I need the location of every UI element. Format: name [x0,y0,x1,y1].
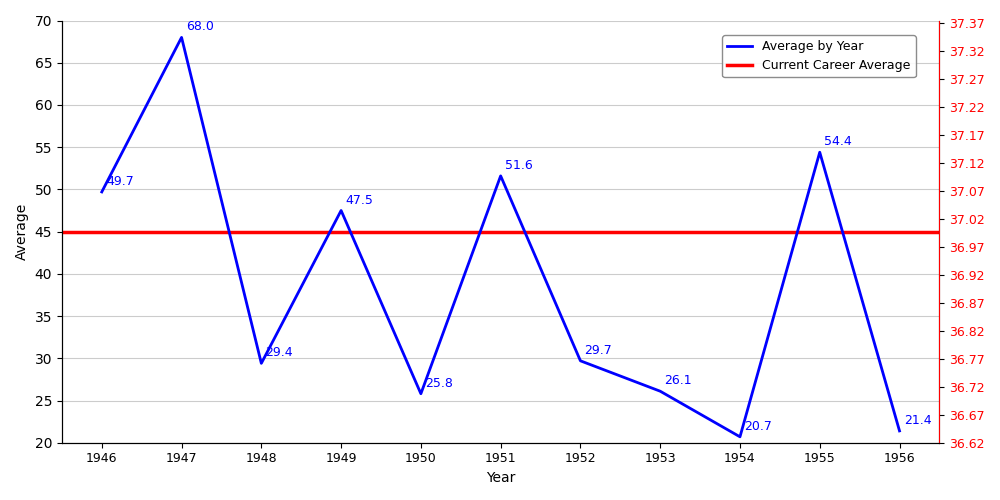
Text: 21.4: 21.4 [904,414,931,427]
Text: 25.8: 25.8 [425,377,453,390]
Legend: Average by Year, Current Career Average: Average by Year, Current Career Average [722,35,916,78]
Text: 29.7: 29.7 [585,344,612,357]
Average by Year [176,34,188,40]
Average by Year [415,390,427,396]
Text: 29.4: 29.4 [266,346,293,360]
Average by Year [734,434,746,440]
Average by Year [495,173,507,179]
Average by Year [654,388,666,394]
Text: 47.5: 47.5 [345,194,373,206]
Text: 54.4: 54.4 [824,136,852,148]
Average by Year [255,360,267,366]
Average by Year [894,428,906,434]
Average by Year [96,189,108,195]
Average by Year [335,208,347,214]
Text: 49.7: 49.7 [106,175,134,188]
Text: 51.6: 51.6 [505,159,533,172]
Average by Year [574,358,586,364]
X-axis label: Year: Year [486,471,515,485]
Line: Average by Year: Average by Year [102,38,900,437]
Average by Year [814,149,826,155]
Text: 20.7: 20.7 [744,420,772,433]
Text: 68.0: 68.0 [186,20,214,34]
Y-axis label: Average: Average [15,203,29,260]
Text: 26.1: 26.1 [664,374,692,388]
